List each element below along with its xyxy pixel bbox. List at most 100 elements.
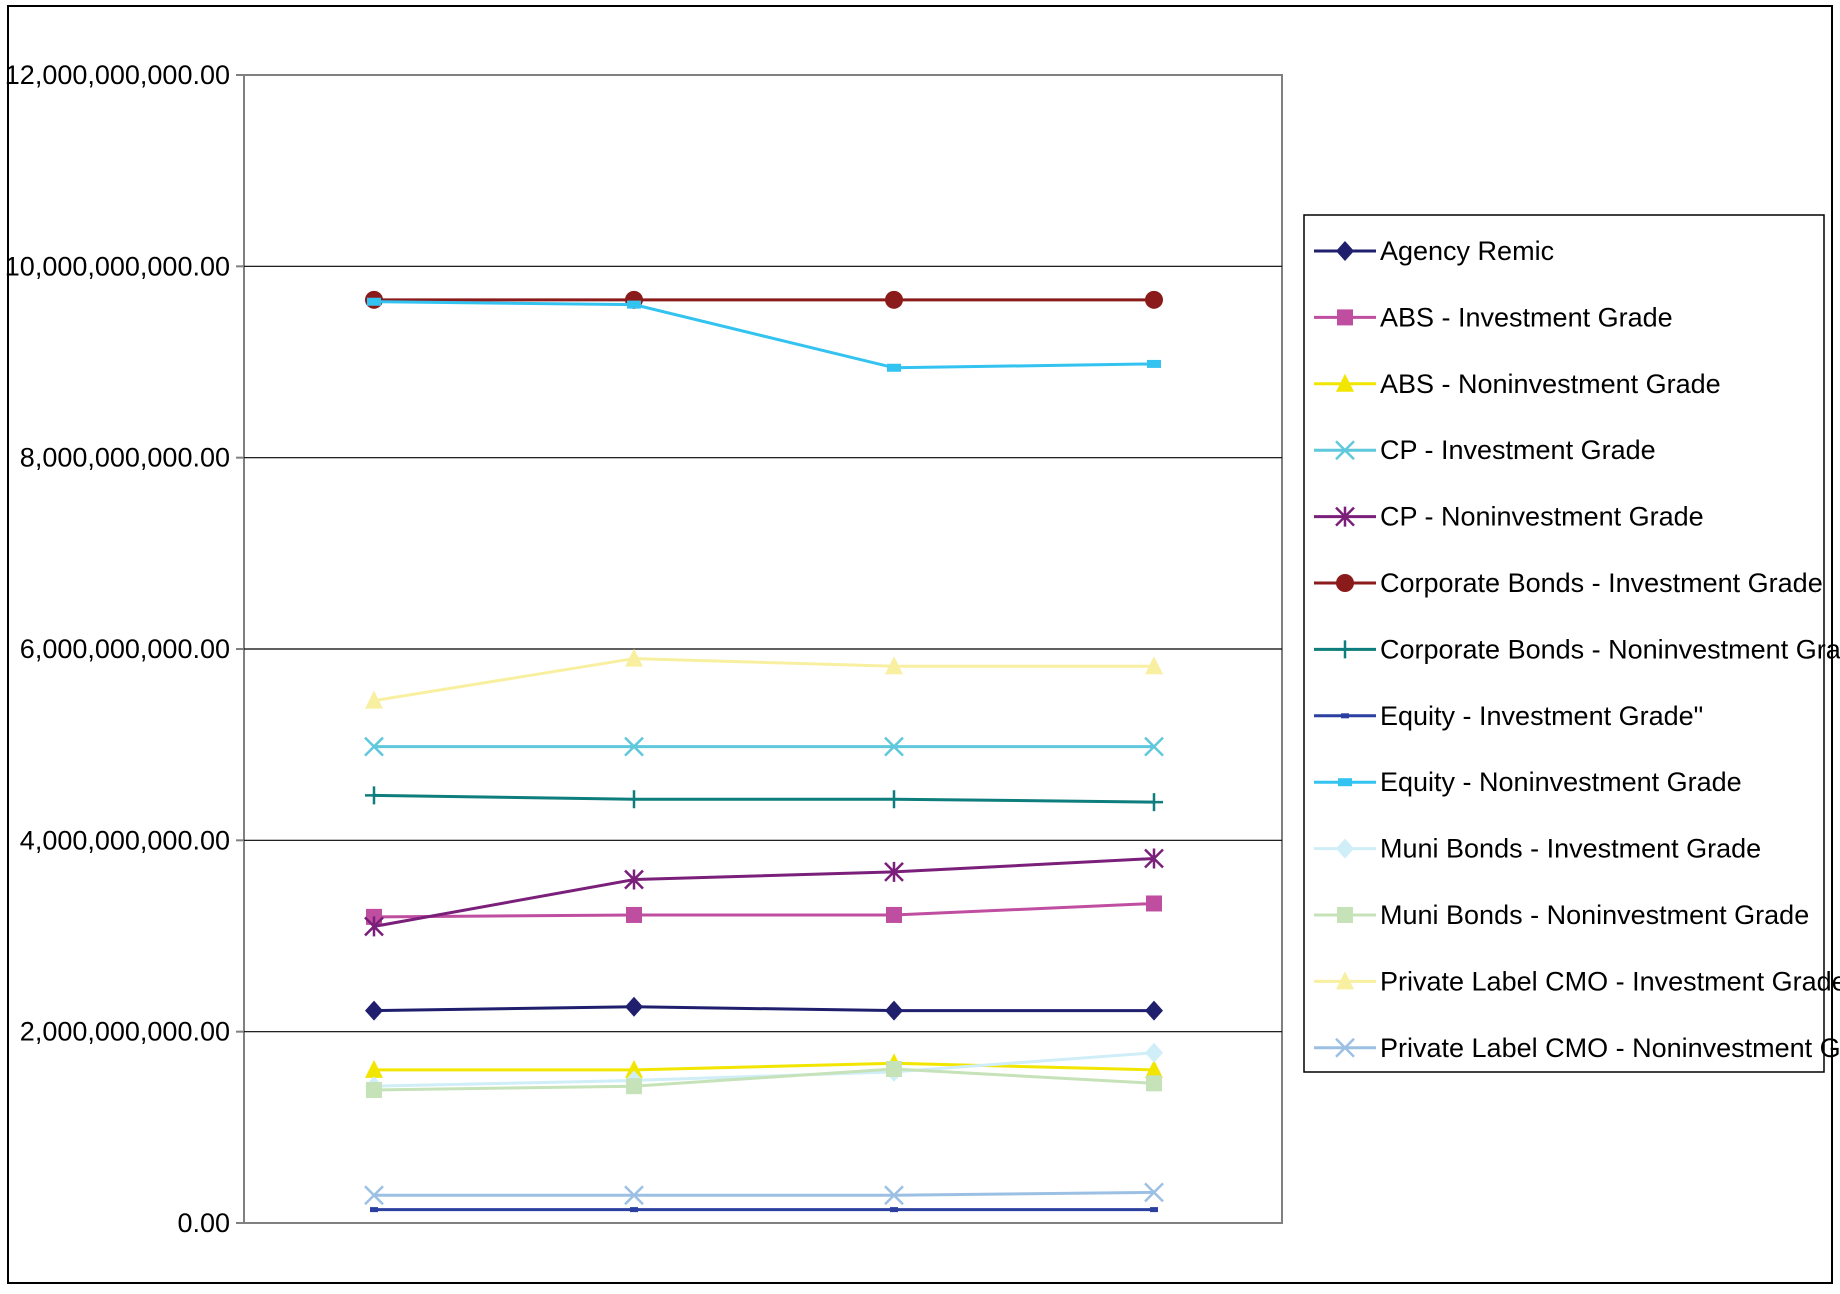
marker-dash: [1150, 1207, 1158, 1213]
data-point: [885, 790, 903, 809]
y-tick-label: 6,000,000,000.00: [20, 634, 230, 664]
marker-x: [1335, 440, 1355, 461]
marker-square: [626, 906, 642, 923]
y-tick-label: 0.00: [177, 1208, 230, 1238]
data-point: [1145, 1000, 1163, 1021]
data-point: [1145, 290, 1163, 309]
legend-item: Corporate Bonds - Noninvestment Grade: [1314, 634, 1840, 664]
data-point: [1144, 848, 1164, 869]
marker-triangle: [625, 1059, 643, 1078]
series-13: [364, 1182, 1164, 1206]
data-point: [364, 1185, 384, 1206]
data-point: [890, 1207, 898, 1213]
data-point: [625, 996, 643, 1017]
marker-square: [366, 1082, 382, 1099]
marker-x: [364, 736, 384, 757]
series-line: [373, 300, 1155, 370]
marker-star: [624, 869, 644, 890]
marker-dash: [370, 1207, 378, 1213]
legend-label: Corporate Bonds - Noninvestment Grade: [1380, 634, 1840, 664]
legend-item: ABS - Noninvestment Grade: [1314, 369, 1721, 399]
data-point: [885, 656, 903, 675]
series-8: [370, 1207, 1158, 1213]
y-axis: 0.00 2,000,000,000.00 4,000,000,000.00 6,00…: [5, 60, 244, 1238]
marker-triangle: [365, 690, 383, 709]
legend-item: Equity - Investment Grade": [1314, 701, 1703, 731]
marker-x: [364, 1185, 384, 1206]
marker-diamond: [1145, 1042, 1163, 1063]
legend: Agency Remic ABS - Investment Grade ABS - …: [1303, 214, 1840, 1073]
series-9: [367, 297, 1161, 372]
data-point: [366, 1082, 382, 1099]
marker-plus: [885, 790, 903, 809]
legend-item: Corporate Bonds - Investment Grade: [1314, 568, 1823, 598]
data-point: [1145, 1042, 1163, 1063]
series-12: [365, 648, 1163, 709]
series-7: [365, 786, 1163, 812]
marker-square: [1337, 907, 1353, 923]
marker-x: [1144, 1182, 1164, 1203]
marker-circle: [1336, 574, 1354, 592]
legend-label: ABS - Noninvestment Grade: [1380, 369, 1721, 399]
data-point: [626, 906, 642, 923]
marker-triangle: [365, 1059, 383, 1078]
legend-label: Equity - Investment Grade": [1380, 701, 1703, 731]
data-point: [624, 736, 644, 757]
data-point: [365, 1000, 383, 1021]
marker-bar: [367, 297, 381, 306]
marker-triangle: [1145, 1059, 1163, 1078]
legend-item: CP - Noninvestment Grade: [1314, 502, 1704, 532]
series-line: [374, 1061, 1155, 1072]
legend-item: Private Label CMO - Investment Grade: [1314, 966, 1840, 996]
data-point: [365, 786, 383, 805]
data-point: [885, 1000, 903, 1021]
marker-circle: [1145, 290, 1163, 309]
data-point: [885, 290, 903, 309]
data-point: [1145, 793, 1163, 812]
legend-label: Muni Bonds - Investment Grade: [1380, 834, 1761, 864]
marker-plus: [1336, 640, 1354, 659]
marker-diamond: [365, 1000, 383, 1021]
series-line: [373, 793, 1155, 804]
marker-star: [364, 916, 384, 937]
marker-diamond: [1336, 838, 1354, 859]
legend-item: Private Label CMO - Noninvestment Grade: [1314, 1033, 1840, 1063]
data-point: [365, 690, 383, 709]
data-point: [1147, 359, 1161, 368]
data-point: [1145, 656, 1163, 675]
marker-x: [884, 1185, 904, 1206]
data-point: [887, 363, 901, 372]
data-point: [624, 869, 644, 890]
legend-box: [1303, 214, 1825, 1073]
series-layer: [364, 290, 1164, 1213]
legend-label: Corporate Bonds - Investment Grade: [1380, 568, 1823, 598]
data-point: [627, 300, 641, 309]
data-point: [884, 736, 904, 757]
data-point: [1150, 1207, 1158, 1213]
marker-x: [1144, 736, 1164, 757]
legend-item: Agency Remic: [1314, 236, 1554, 266]
data-point: [625, 1059, 643, 1078]
marker-bar: [627, 300, 641, 309]
marker-diamond: [625, 996, 643, 1017]
marker-diamond: [1336, 241, 1354, 261]
marker-triangle: [1336, 971, 1354, 990]
data-point: [364, 916, 384, 937]
series-line: [373, 901, 1155, 919]
data-point: [626, 1078, 642, 1095]
data-point: [630, 1207, 638, 1213]
legend-item: Muni Bonds - Investment Grade: [1314, 834, 1761, 864]
marker-triangle: [1336, 373, 1354, 392]
marker-star: [1335, 506, 1355, 527]
series-line: [373, 1067, 1155, 1092]
marker-square: [886, 906, 902, 923]
legend-label: CP - Noninvestment Grade: [1380, 502, 1704, 532]
legend-item: Equity - Noninvestment Grade: [1314, 767, 1742, 797]
y-tick-label: 10,000,000,000.00: [5, 251, 230, 281]
series-4: [364, 736, 1164, 757]
series-line: [373, 857, 1155, 928]
data-point: [1144, 1182, 1164, 1203]
marker-bar: [1338, 778, 1352, 787]
